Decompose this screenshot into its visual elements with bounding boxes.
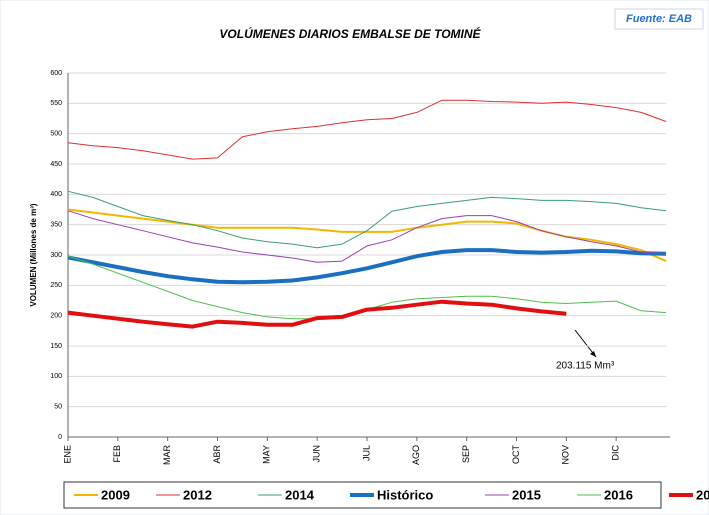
series-line (67, 248, 667, 285)
source: Fuente: EAB (626, 13, 692, 25)
legend-label: 2016 (604, 487, 633, 502)
x-tick-label: DIC (611, 445, 621, 461)
x-tick-label: JUN (312, 445, 322, 463)
series-line (67, 210, 667, 263)
legend-label: Histórico (377, 487, 433, 502)
x-tick-label: FEB (112, 445, 122, 463)
x-tick-label: MAR (162, 445, 172, 466)
y-tick-label: 150 (50, 343, 62, 350)
y-tick-label: 50 (54, 404, 62, 411)
y-tick-label: 0 (58, 434, 62, 441)
y-tick-label: 200 (50, 313, 62, 320)
y-tick-label: 300 (50, 252, 62, 259)
x-tick-label: JUL (361, 445, 371, 461)
series-line (67, 190, 667, 249)
y-tick-label: 400 (50, 191, 62, 198)
chart-title: VOLÚMENES DIARIOS EMBALSE DE TOMINÉ (219, 26, 481, 41)
x-tick-label: OCT (511, 445, 521, 465)
y-axis-label: VOLUMEN (Millones de m³) (29, 203, 38, 306)
x-tick-label: ENE (62, 445, 72, 464)
y-tick-label: 250 (50, 282, 62, 289)
legend-label: 2017 (696, 487, 709, 502)
y-tick-label: 100 (50, 373, 62, 380)
x-tick-label: SEP (461, 445, 471, 463)
x-tick-label: ABR (212, 445, 222, 464)
legend-label: 2009 (101, 487, 130, 502)
y-tick-label: 500 (50, 131, 62, 138)
annotation: 203.115 Mm³ (556, 361, 615, 372)
legend-label: 2015 (512, 487, 541, 502)
y-tick-label: 350 (50, 222, 62, 229)
y-tick-label: 450 (50, 161, 62, 168)
x-tick-label: MAY (262, 445, 272, 464)
y-tick-label: 550 (50, 100, 62, 107)
x-tick-label: NOV (561, 445, 571, 465)
x-tick-label: AGO (411, 445, 421, 465)
arrow-head (590, 351, 596, 357)
series-line (67, 99, 667, 160)
legend-label: 2012 (183, 487, 212, 502)
y-tick-label: 600 (50, 70, 62, 77)
legend-label: 2014 (285, 487, 315, 502)
series-line (67, 299, 567, 329)
source-box (614, 8, 704, 30)
